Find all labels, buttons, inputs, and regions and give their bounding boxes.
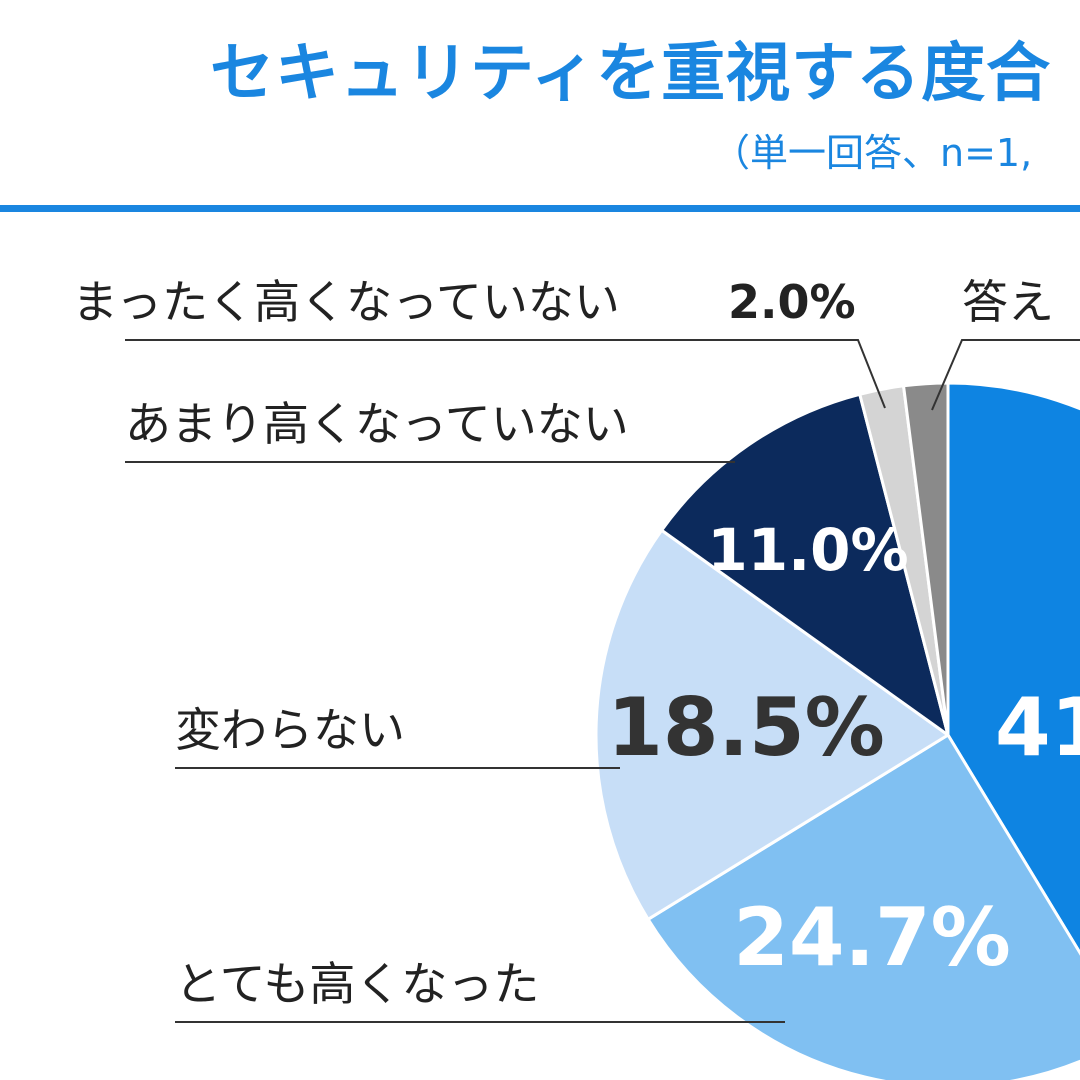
label-not-at-all: まったく高くなっていない [72, 275, 620, 329]
label-no-answer: 答え [962, 275, 1054, 329]
value-label-much-higher: 24.7% [733, 891, 1011, 984]
leader-lines [125, 339, 1080, 1023]
slice-not-very [660, 392, 950, 737]
value-label-not-very: 11.0% [707, 516, 908, 584]
slice-no-answer [902, 381, 950, 737]
label-not-very: あまり高くなっていない [125, 397, 629, 451]
label-unchanged: 変わらない [175, 703, 405, 757]
label-not-at-all-percent: 2.0% [728, 275, 856, 329]
title-divider [0, 205, 1080, 212]
value-label-main: 41 [995, 681, 1080, 774]
value-label-unchanged: 18.5% [607, 681, 885, 774]
leader-line-no-answer [931, 339, 1080, 411]
slice-much-higher [646, 733, 1080, 1080]
slice-main [946, 381, 1080, 956]
label-much-higher: とても高くなった [175, 957, 539, 1011]
chart-title: セキュリティを重視する度合 [210, 37, 1052, 111]
pie-slices [594, 381, 1080, 1080]
leader-line-not-at-all [125, 339, 886, 409]
slice-unchanged [594, 528, 950, 921]
chart-subtitle: （単一回答、n=1, [712, 131, 1033, 175]
